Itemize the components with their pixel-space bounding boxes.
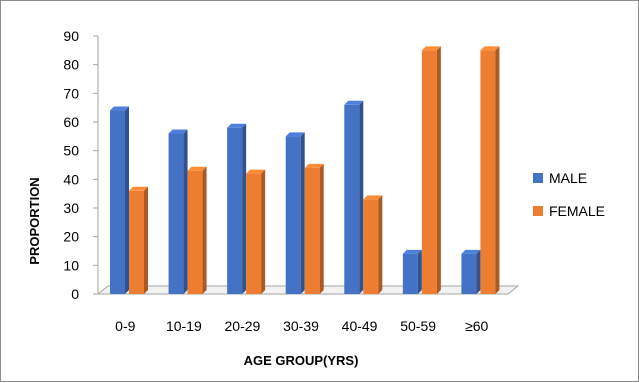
y-tick-label: 70 [63,85,79,101]
bar-side [378,195,383,294]
y-axis [93,35,99,295]
bar-front [304,167,320,294]
bar-front [285,136,301,294]
y-tick-label: 60 [63,114,79,130]
bar-top [461,249,481,254]
bar-side [183,129,188,294]
y-tick-label: 40 [63,171,79,187]
x-tick-label: 40-49 [342,318,378,334]
legend: MALE FEMALE [533,170,605,219]
x-tick-label: 30-39 [283,318,319,334]
legend-swatch-female [533,206,543,216]
y-tick-label: 0 [71,286,79,302]
bar-side [125,106,129,295]
bar-female-30-39 [304,163,324,294]
bar-female-≥60 [480,46,500,295]
bar-female-50-59 [421,46,441,295]
bar-front [461,253,477,294]
x-tick-label: 50-59 [400,318,436,334]
bar-front [129,190,144,294]
bars [110,46,500,295]
bar-top [480,46,500,51]
y-tick-label: 20 [63,229,79,245]
y-axis-title: PROPORTION [27,177,42,264]
bar-front [421,50,437,295]
bar-female-40-49 [363,195,383,294]
y-tick-labels: 0 10 20 30 40 50 60 70 80 90 [63,28,79,302]
bar-side [495,46,500,295]
bar-top [421,46,441,51]
bar-top [304,163,324,168]
y-tick-label: 80 [63,57,79,73]
bar-side [476,249,481,294]
bar-top [344,100,364,105]
bar-side [242,123,247,294]
bar-front [187,170,203,294]
legend-label-female: FEMALE [549,203,605,219]
bar-side [202,166,207,294]
y-tick-label: 50 [63,143,79,159]
x-tick-labels: 0-9 10-19 20-29 30-39 40-49 50-59 ≥60 [115,318,488,334]
y-tick-label: 10 [63,257,79,273]
bar-top [110,106,129,111]
x-tick-label: 0-9 [115,318,135,334]
bar-side [319,163,324,294]
bar-front [363,199,379,294]
bar-female-20-29 [246,169,266,294]
bar-top [187,166,207,171]
bar-top [227,123,247,128]
bar-male-10-19 [168,129,188,294]
bar-front [344,104,360,294]
bar-side [261,169,266,294]
bar-male-40-49 [344,100,364,294]
bar-male-20-29 [227,123,247,294]
bar-top [129,186,148,191]
bar-female-10-19 [187,166,207,294]
x-tick-label: ≥60 [465,318,488,334]
bar-top [363,195,383,200]
bar-top [402,249,422,254]
bar-top [285,132,305,137]
bar-side [436,46,441,295]
bar-side [417,249,422,294]
y-tick-label: 30 [63,200,79,216]
x-axis-title: AGE GROUP(YRS) [244,353,359,368]
bar-front [402,253,418,294]
bar-female-0-9 [129,186,148,294]
legend-label-male: MALE [549,170,587,186]
bar-side [144,186,148,294]
legend-swatch-male [533,173,543,183]
bar-front [227,127,243,294]
x-tick-label: 10-19 [166,318,202,334]
bar-male-0-9 [110,106,129,295]
bar-top [246,169,266,174]
bar-front [168,133,184,294]
bar-front [480,50,496,295]
bar-male-≥60 [461,249,481,294]
x-tick-label: 20-29 [225,318,261,334]
bar-side [359,100,364,294]
bar-front [246,173,262,294]
bar-male-50-59 [402,249,422,294]
bar-male-30-39 [285,132,305,294]
y-tick-label: 90 [63,28,79,44]
bar-front [110,110,125,295]
bar-top [168,129,188,134]
bar-side [300,132,305,294]
